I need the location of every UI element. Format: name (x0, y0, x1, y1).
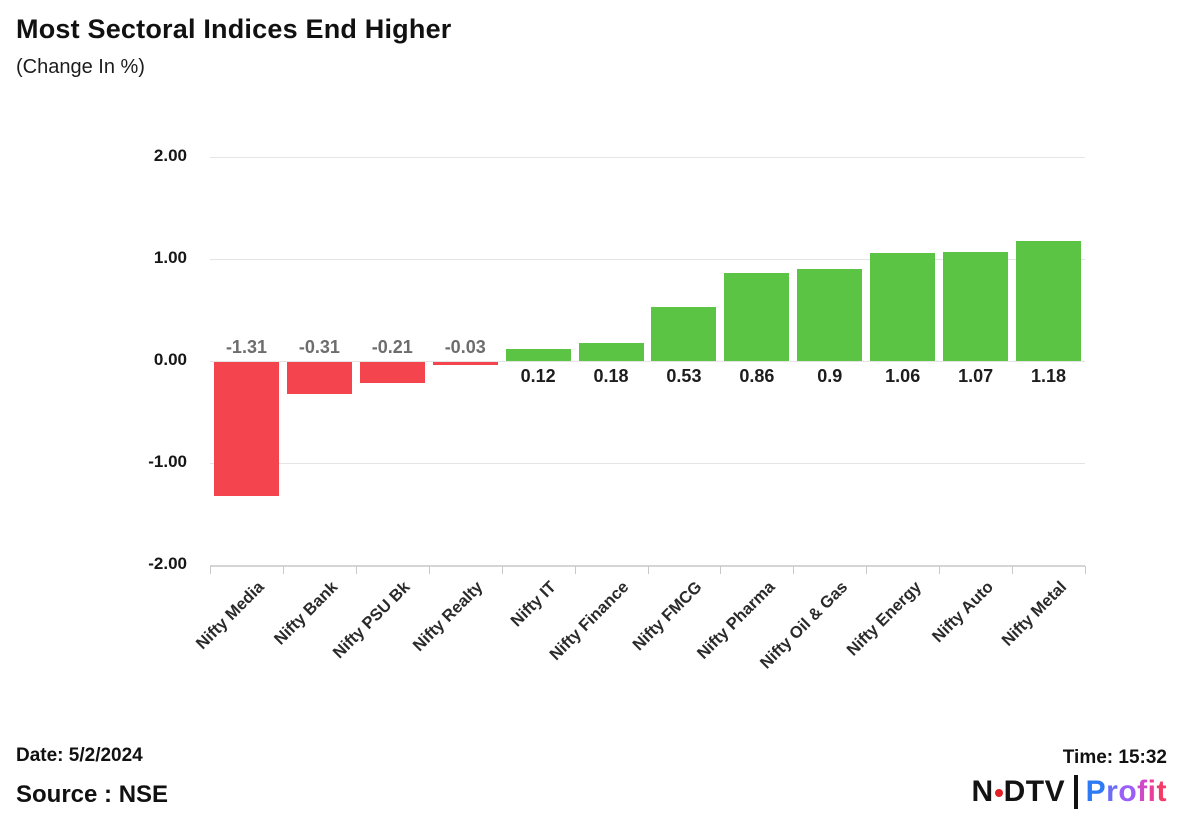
axis-tick (939, 566, 941, 574)
axis-tick (428, 566, 430, 574)
x-axis-label: Nifty Energy (842, 578, 925, 660)
x-axis-label: Nifty FMCG (629, 578, 706, 655)
profit-letter: f (1137, 775, 1148, 808)
gridline (210, 463, 1085, 464)
profit-wordmark: Profit (1086, 775, 1167, 809)
axis-tick (355, 566, 357, 574)
ndtv-red-dot-icon (994, 789, 1003, 797)
bar-value-label: 0.53 (666, 366, 702, 386)
axis-tick (501, 566, 503, 574)
date-label: Date: 5/2/2024 (16, 745, 143, 766)
bar-value-label: -1.31 (225, 337, 267, 357)
bar-value-label: 0.86 (739, 366, 775, 386)
x-axis-label: Nifty Metal (998, 578, 1071, 650)
ndtv-profit-logo: N DTV Profit (971, 775, 1167, 809)
gridline (210, 361, 1085, 362)
bar-value-label: -0.31 (298, 337, 340, 357)
gridline (210, 157, 1085, 158)
x-axis-label: Nifty Bank (270, 578, 342, 649)
source-label: Source : NSE (16, 781, 169, 808)
page-title: Most Sectoral Indices End Higher (16, 14, 452, 44)
ndtv-wordmark: N DTV (971, 775, 1065, 809)
bar-chart: 2.00 1.00 0.00 -1.00 -2.00 -1.31 Nifty Media -0… (0, 120, 1200, 720)
x-axis-label: Nifty Auto (929, 578, 998, 647)
ndtv-letters-dtv: DTV (1003, 775, 1066, 808)
axis-tick (210, 566, 211, 574)
bar (432, 362, 498, 366)
x-axis-label: Nifty IT (507, 578, 560, 631)
bar (870, 252, 936, 361)
time-label: Time: 15:32 (1062, 747, 1167, 768)
bar-value-label: 0.9 (817, 366, 843, 386)
axis-tick (720, 566, 722, 574)
bar-value-label: -0.03 (444, 337, 486, 357)
bar (286, 362, 352, 394)
axis-tick (282, 566, 284, 574)
bar (213, 362, 279, 496)
profit-letter: o (1118, 775, 1138, 808)
page-subtitle: (Change In %) (16, 56, 145, 78)
profit-letter: i (1147, 775, 1157, 808)
profit-letter: P (1085, 775, 1107, 808)
y-axis-tick-label: 1.00 (153, 248, 187, 267)
bar-value-label: 1.07 (958, 366, 994, 386)
profit-letter: r (1106, 775, 1119, 808)
bar (359, 362, 425, 384)
bar (505, 348, 571, 361)
bar (724, 273, 790, 361)
profit-letter: t (1156, 775, 1167, 808)
ndtv-letter-n: N (971, 775, 994, 808)
y-axis-tick-label: 0.00 (153, 350, 187, 369)
x-axis-label: Nifty Media (193, 578, 269, 653)
bar-value-label: 0.18 (593, 366, 629, 386)
bar (943, 251, 1009, 361)
bar (578, 342, 644, 361)
y-axis-tick-label: -2.00 (148, 554, 187, 573)
gridline (210, 259, 1085, 260)
x-axis-label: Nifty Realty (410, 578, 487, 655)
axis-tick (574, 566, 576, 574)
logo-divider (1074, 775, 1078, 809)
axis-tick (1085, 566, 1086, 574)
axis-tick (1012, 566, 1014, 574)
y-axis-tick-label: 2.00 (153, 146, 187, 165)
axis-tick (793, 566, 795, 574)
bar (651, 306, 717, 361)
bar-value-label: 0.12 (520, 366, 556, 386)
axis-tick (866, 566, 868, 574)
bar-value-label: 1.18 (1031, 366, 1067, 386)
bar (1016, 240, 1082, 361)
axis-tick (647, 566, 649, 574)
bar-value-label: 1.06 (885, 366, 921, 386)
x-axis-label: Nifty PSU Bk (329, 578, 415, 663)
y-axis-tick-label: -1.00 (148, 452, 187, 471)
bar (797, 269, 863, 361)
bar-value-label: -0.21 (371, 337, 413, 357)
